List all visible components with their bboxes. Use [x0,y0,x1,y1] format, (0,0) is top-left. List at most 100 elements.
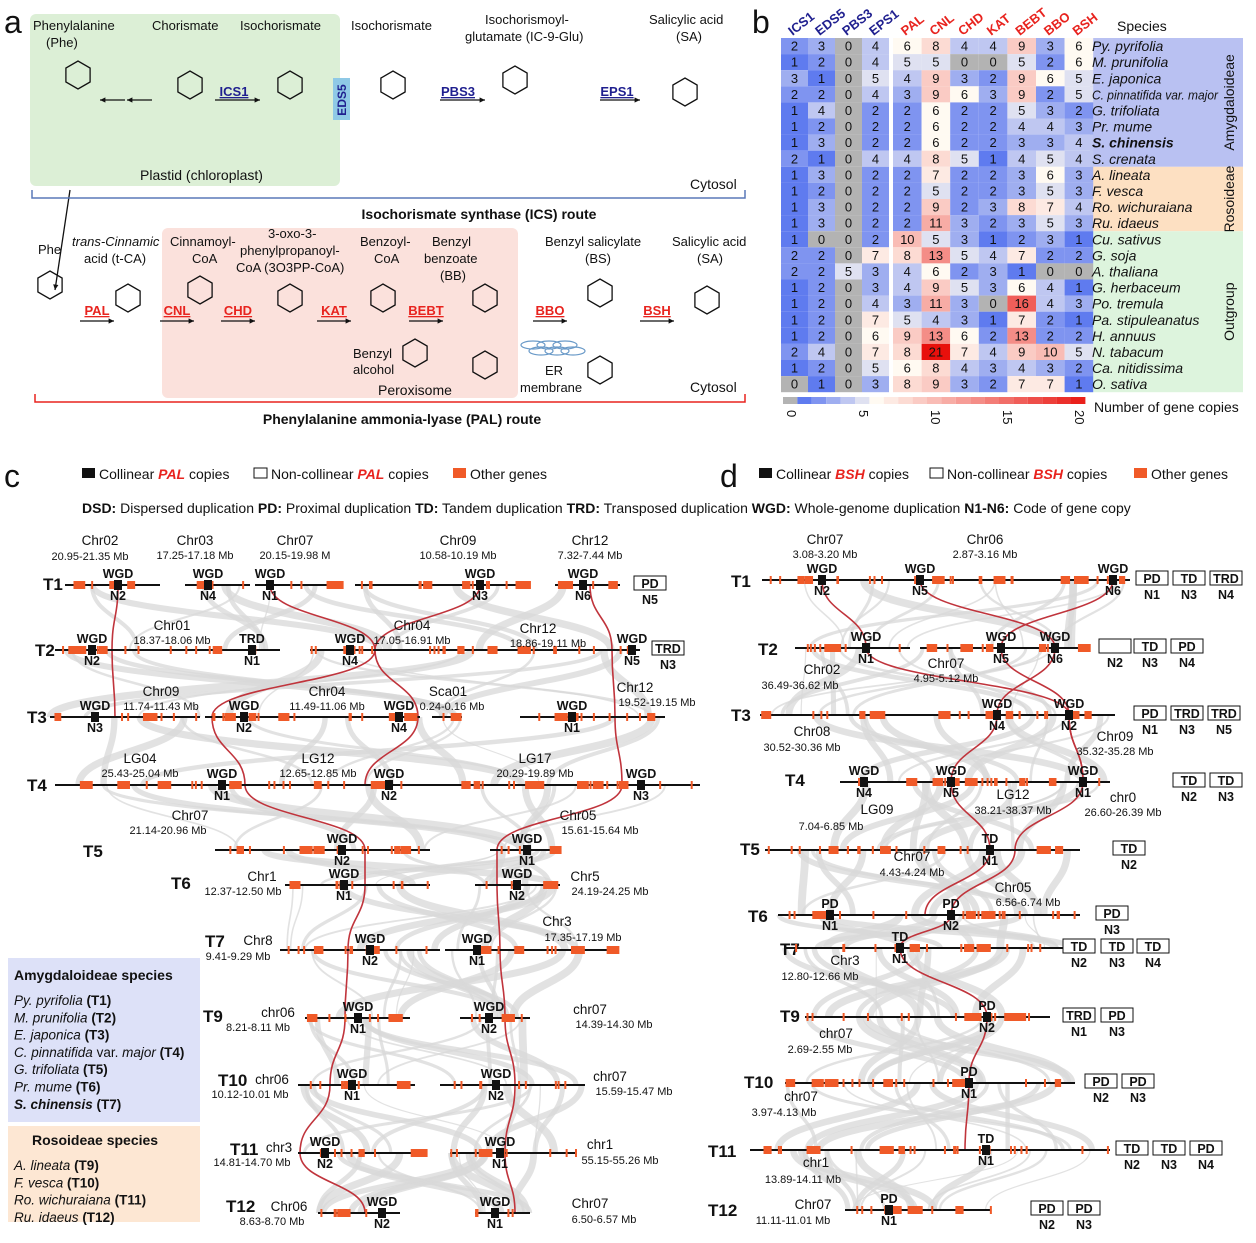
heatmap-cell [1064,215,1094,232]
heatmap-cell-value: 0 [1075,264,1082,279]
synteny-link [829,647,837,716]
benzene-ring-icon [694,285,720,315]
duplication-type: PD [1143,572,1160,586]
heatmap-cell [893,247,922,264]
benzene-ring-icon [472,283,498,313]
duplication-type: WGD [905,562,936,576]
gene-mark [288,781,291,789]
arrowhead-icon [345,318,351,324]
arrowhead-icon [479,97,485,103]
gene-mark [690,781,693,789]
duplication-type: TRD [1213,572,1239,586]
gene-mark [859,711,866,719]
heatmap-cell [835,102,862,119]
gene-mark [137,646,140,654]
heatmap-cell-value: 2 [791,87,798,102]
heatmap-cell [862,134,889,151]
text-span: Code of gene copy [1009,500,1130,516]
gene-mark [1005,778,1008,786]
duplication-type: WGD [329,867,360,881]
gene-mark [1009,1146,1012,1154]
gene-copy-code: N1 [350,1022,366,1036]
heatmap-cell-value: 2 [989,119,996,134]
gene-mark [813,644,816,652]
gene-mark [565,1149,568,1157]
heatmap-cell-value: 2 [791,151,798,166]
noncollinear-copy-box [1133,638,1167,654]
heatmap-cell-value: 1 [1075,312,1082,327]
noncollinear-copy-box [1030,1200,1064,1216]
heatmap-cell [835,279,862,296]
chromosome-name: Chr06 [967,532,1004,547]
peroxisome-label: Peroxisome [378,382,452,398]
gene-mark [229,781,242,789]
gene-mark [785,1079,796,1087]
heatmap-cell [835,134,862,151]
gene-mark [883,1079,894,1087]
gene-copy-code: N1 [1144,588,1160,602]
chromosome-name: Chr12 [520,621,557,636]
gene-mark [828,846,839,854]
heatmap-cell [978,102,1008,119]
heatmap-cell-value: 3 [1047,39,1054,54]
duplication-type: PD [1103,907,1120,921]
duplication-type: WGD [986,630,1017,644]
collinear-links [111,584,623,1214]
heatmap-cell [893,343,922,360]
gene-mark [146,713,149,721]
synteny-link [812,713,1086,784]
gene-mark [988,944,991,952]
heatmap-cell [921,199,951,216]
heatmap-cell-value: 2 [872,216,879,231]
synteny-link [867,947,1004,1018]
track-label: T10 [744,1073,773,1092]
duplication-type: WGD [80,699,111,713]
synteny-link [860,714,894,783]
heatmap-cell-value: 3 [1047,135,1054,150]
collinear-copy-mark [496,1148,504,1158]
heatmap-cell-value: 8 [904,377,911,392]
chromosome-name: LG04 [123,751,157,766]
heatmap-cell-value: 1 [791,216,798,231]
heatmap-cell-value: 5 [932,55,939,70]
gene-mark [1036,846,1049,854]
species-label: Cu. sativus [1092,231,1161,247]
heatmap-cell [978,327,1008,344]
heatmap-cell [950,38,979,55]
heatmap-cell-value: 0 [845,345,852,360]
gene-mark [79,781,93,789]
heatmap-cell-value: 7 [872,312,879,327]
species-label: A. lineata [1091,167,1151,183]
enzyme-bebt: BEBT [408,303,443,318]
synteny-link [489,884,558,951]
heatmap-cell-value: 2 [791,345,798,360]
gene-mark [956,1146,959,1154]
gene-mark [1019,778,1026,786]
legend-label: Other genes [1151,466,1228,482]
gene-mark [844,644,847,652]
benzene-ring-icon [472,350,498,380]
group-band-outgroup [1090,231,1243,393]
gene-mark [361,713,364,721]
heatmap-cell [950,279,979,296]
gene-mark [282,781,285,789]
species-label: M. prunifolia [1092,54,1168,70]
heatmap-cell-value: 4 [872,87,879,102]
heatmap-cell-value: 5 [961,151,968,166]
gene-copy-code: N4 [1198,1158,1214,1172]
noncollinear-copy-box [1170,638,1204,654]
gene-mark [309,1081,312,1089]
gene-mark [310,646,313,654]
gene-mark [907,1013,910,1021]
gene-column-label: KAT [984,11,1014,39]
text-span: copies [185,466,229,482]
heatmap-cell [1036,118,1065,135]
heatmap-cell [862,327,889,344]
gene-mark [1048,778,1057,786]
compound-label: glutamate (IC-9-Glu) [465,29,583,44]
heatmap-cell-value: 6 [872,328,879,343]
heatmap-cell-value: 2 [961,200,968,215]
gene-mark [400,846,412,854]
heatmap-cell [921,231,951,248]
heatmap-cell-value: 3 [1018,135,1025,150]
